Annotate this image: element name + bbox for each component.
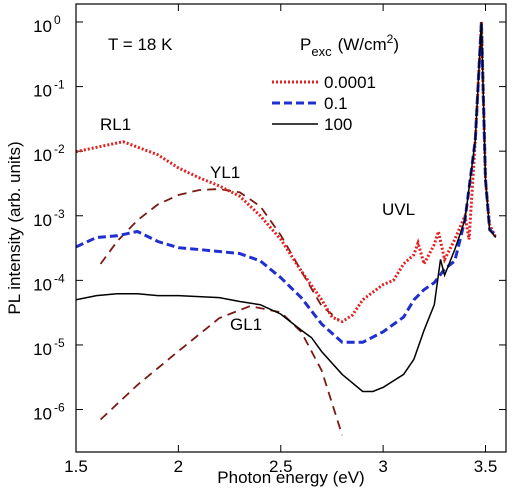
x-tick-label: 2.5 xyxy=(269,457,293,476)
x-tick-label: 3 xyxy=(378,457,387,476)
y-tick-base: 10 xyxy=(33,340,52,359)
plot-frame xyxy=(75,3,507,453)
y-tick-label: 10 -2 xyxy=(33,142,65,165)
y-tick-base: 10 xyxy=(33,17,52,36)
annotation: YL1 xyxy=(210,163,240,182)
annotation: GL1 xyxy=(230,315,262,334)
y-tick-exp: 0 xyxy=(54,13,61,27)
y-tick-label: 10 -4 xyxy=(33,271,65,294)
y-tick-label: 10 -1 xyxy=(33,78,65,101)
x-tick-label: 3.5 xyxy=(474,457,498,476)
y-tick-exp: -6 xyxy=(54,401,65,415)
y-tick-exp: -4 xyxy=(54,271,65,285)
y-tick-label: 10 -6 xyxy=(33,401,65,424)
fit-curve xyxy=(99,305,344,436)
y-tick-label: 10 -5 xyxy=(33,336,65,359)
legend-title-main: P xyxy=(300,35,311,54)
x-tick-label: 1.5 xyxy=(64,457,88,476)
y-tick-exp: -2 xyxy=(54,142,65,156)
y-axis-label: PL intensity (arb. units) xyxy=(5,141,24,314)
legend-title-close: ) xyxy=(393,35,399,54)
legend-label: 0.0001 xyxy=(324,73,376,92)
annotation: T = 18 K xyxy=(108,35,173,54)
legend-title: Pexc (W/cm2) xyxy=(300,32,399,59)
x-axis-label: Photon energy (eV) xyxy=(217,468,364,487)
y-tick-exp: -1 xyxy=(54,78,65,92)
y-tick-label: 10 0 xyxy=(33,13,61,36)
series-line xyxy=(76,21,498,324)
legend-label: 0.1 xyxy=(324,94,348,113)
legend-label: 100 xyxy=(324,115,352,134)
series-line xyxy=(76,21,497,393)
annotation: RL1 xyxy=(100,115,131,134)
y-tick-label: 10 -3 xyxy=(33,207,65,230)
y-tick-base: 10 xyxy=(33,82,52,101)
legend-title-unit: (W/cm xyxy=(338,35,387,54)
y-tick-base: 10 xyxy=(33,405,52,424)
y-tick-exp: -3 xyxy=(54,207,65,221)
y-tick-base: 10 xyxy=(33,146,52,165)
legend-title-sub: exc xyxy=(311,44,332,59)
y-tick-exp: -5 xyxy=(54,336,65,350)
annotation: UVL xyxy=(382,200,415,219)
y-tick-base: 10 xyxy=(33,211,52,230)
x-tick-label: 2 xyxy=(174,457,183,476)
legend-title-sup: 2 xyxy=(387,32,394,46)
fit-curve xyxy=(99,188,339,320)
y-tick-base: 10 xyxy=(33,275,52,294)
